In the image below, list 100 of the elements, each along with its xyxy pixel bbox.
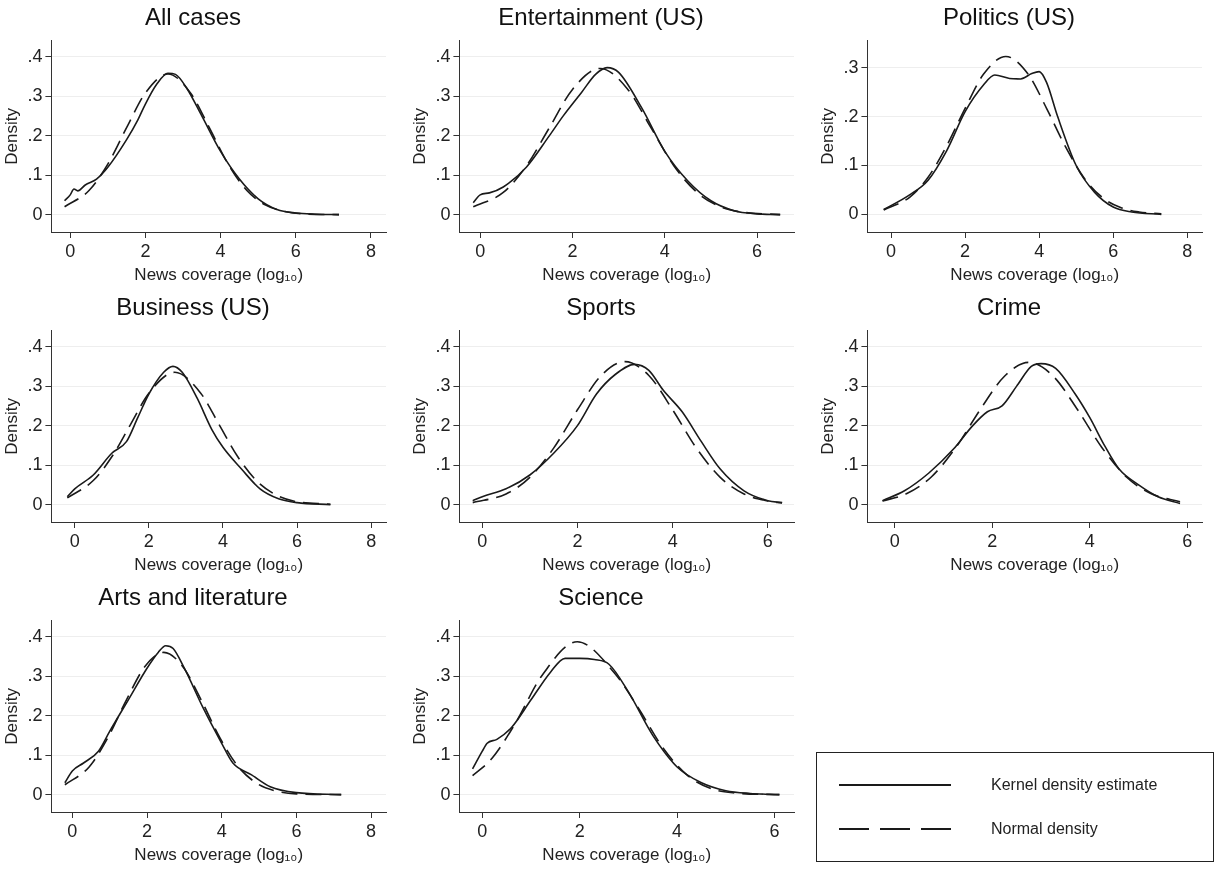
chart-title: Entertainment (US) (498, 3, 704, 31)
y-tick-label: 0 (32, 203, 43, 224)
y-tick-label: .4 (27, 625, 43, 646)
y-tick-label: .4 (435, 335, 451, 356)
text: Kernel density estimate (991, 776, 1158, 794)
y-tick-label: .3 (27, 85, 43, 106)
x-tick-label: 2 (567, 240, 578, 261)
y-tick-label: 0 (32, 493, 43, 514)
y-tick-label: .1 (27, 744, 43, 765)
chart-title: Business (US) (116, 293, 270, 321)
x-tick-label: 4 (672, 820, 683, 841)
y-axis-title: Density (1, 107, 21, 165)
y-axis-title: Density (1, 397, 21, 455)
y-tick-label: .2 (435, 704, 451, 725)
x-axis-title: News coverage (log₁₀) (542, 265, 712, 285)
y-tick-label: 0 (848, 203, 859, 224)
y-tick-label: .1 (435, 454, 451, 475)
y-tick-label: .2 (843, 414, 859, 435)
y-tick-label: .2 (435, 414, 451, 435)
x-tick-label: 4 (215, 240, 226, 261)
y-tick-label: .4 (843, 335, 859, 356)
y-tick-label: .4 (27, 45, 43, 66)
x-tick-label: 8 (1182, 240, 1193, 261)
x-tick-label: 0 (889, 530, 900, 551)
y-axis-title: Density (1, 687, 21, 745)
y-tick-label: .4 (435, 625, 451, 646)
chart-title: Crime (977, 293, 1041, 321)
x-tick-label: 4 (1034, 240, 1045, 261)
x-tick-label: 2 (987, 530, 998, 551)
x-tick-label: 2 (143, 530, 154, 551)
y-axis-title: Density (409, 687, 429, 745)
x-tick-label: 0 (477, 820, 488, 841)
y-tick-label: 0 (32, 783, 43, 804)
y-tick-label: .2 (27, 414, 43, 435)
text: Normal density (991, 820, 1098, 838)
y-tick-label: 0 (848, 493, 859, 514)
y-tick-label: .3 (435, 375, 451, 396)
x-tick-label: 6 (1108, 240, 1119, 261)
y-axis-title: Density (409, 397, 429, 455)
y-tick-label: .3 (27, 665, 43, 686)
x-tick-label: 0 (477, 530, 488, 551)
x-tick-label: 0 (475, 240, 486, 261)
x-tick-label: 0 (69, 530, 80, 551)
y-tick-label: .1 (435, 744, 451, 765)
y-tick-label: .4 (435, 45, 451, 66)
y-tick-label: .1 (27, 454, 43, 475)
y-tick-label: .2 (27, 704, 43, 725)
x-tick-label: 2 (960, 240, 971, 261)
chart-title: Sports (566, 293, 636, 321)
y-tick-label: .1 (435, 164, 451, 185)
x-tick-label: 2 (142, 820, 153, 841)
x-tick-label: 4 (667, 530, 678, 551)
x-axis-title: News coverage (log₁₀) (950, 265, 1120, 285)
x-tick-label: 2 (140, 240, 151, 261)
chart-title: Politics (US) (942, 3, 1076, 31)
x-axis-title: News coverage (log₁₀) (542, 555, 712, 575)
x-tick-label: 0 (67, 820, 78, 841)
y-tick-label: .1 (27, 164, 43, 185)
y-tick-label: .2 (843, 105, 859, 126)
x-tick-label: 6 (291, 820, 302, 841)
x-tick-label: 0 (886, 240, 897, 261)
x-axis-title: News coverage (log₁₀) (134, 265, 304, 285)
x-tick-label: 2 (574, 820, 585, 841)
x-tick-label: 6 (292, 530, 303, 551)
y-tick-label: .2 (27, 124, 43, 145)
y-tick-label: .4 (27, 335, 43, 356)
y-axis-title: Density (409, 107, 429, 165)
y-axis-title: Density (817, 397, 837, 455)
y-tick-label: 0 (440, 783, 451, 804)
x-tick-label: 4 (217, 530, 228, 551)
x-axis-title: News coverage (log₁₀) (134, 555, 304, 575)
x-axis-title: News coverage (log₁₀) (950, 555, 1120, 575)
x-tick-label: 6 (752, 240, 763, 261)
y-tick-label: .3 (27, 375, 43, 396)
x-tick-label: 8 (366, 820, 377, 841)
y-axis-title: Density (817, 107, 837, 165)
x-tick-label: 8 (365, 240, 376, 261)
y-tick-label: .1 (843, 454, 859, 475)
x-tick-label: 8 (366, 530, 377, 551)
chart-title: All cases (144, 3, 242, 31)
x-tick-label: 6 (769, 820, 780, 841)
x-axis-title: News coverage (log₁₀) (134, 845, 304, 865)
x-tick-label: 4 (659, 240, 670, 261)
y-tick-label: .3 (843, 56, 859, 77)
x-axis-title: News coverage (log₁₀) (542, 845, 712, 865)
y-tick-label: 0 (440, 203, 451, 224)
x-tick-label: 4 (1084, 530, 1095, 551)
y-tick-label: .3 (435, 665, 451, 686)
x-tick-label: 0 (65, 240, 76, 261)
y-tick-label: 0 (440, 493, 451, 514)
y-tick-label: .1 (843, 154, 859, 175)
y-tick-label: .2 (435, 124, 451, 145)
y-tick-label: .3 (843, 375, 859, 396)
x-tick-label: 2 (572, 530, 583, 551)
x-tick-label: 6 (762, 530, 773, 551)
chart-title: Arts and literature (98, 583, 288, 611)
y-tick-label: .3 (435, 85, 451, 106)
x-tick-label: 6 (290, 240, 301, 261)
x-tick-label: 6 (1182, 530, 1193, 551)
x-tick-label: 4 (216, 820, 227, 841)
